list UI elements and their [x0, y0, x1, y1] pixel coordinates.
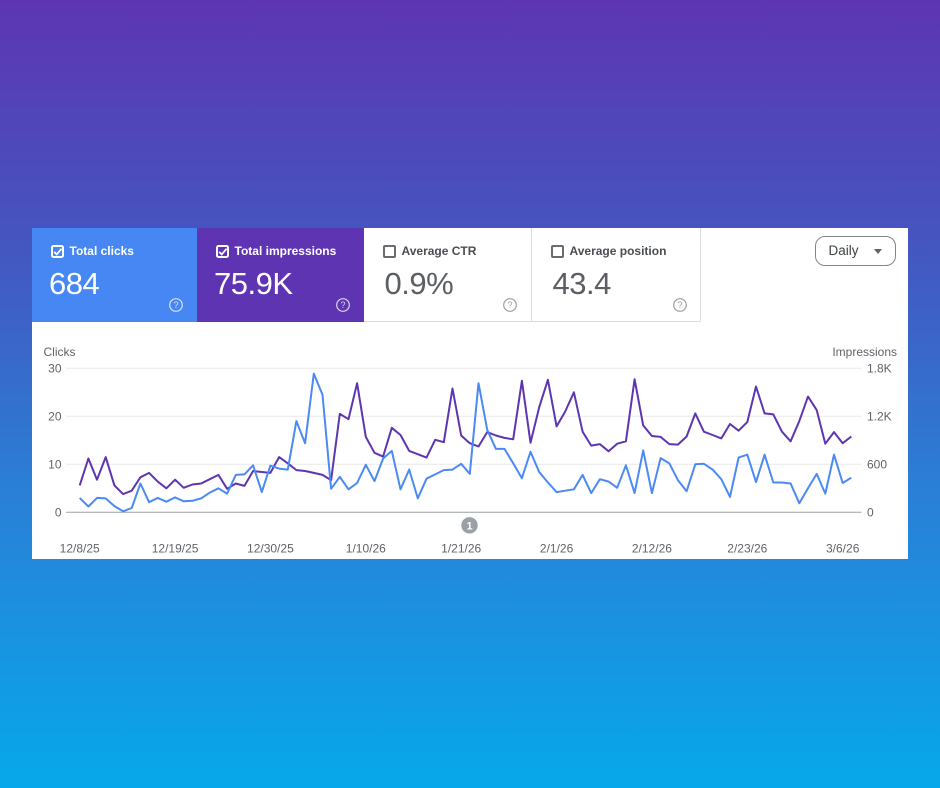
svg-text:12/19/25: 12/19/25 [152, 542, 199, 556]
svg-text:600: 600 [867, 457, 887, 471]
svg-text:30: 30 [48, 361, 62, 375]
svg-text:Impressions: Impressions [832, 345, 897, 359]
svg-text:2/12/26: 2/12/26 [632, 542, 672, 556]
svg-text:1.2K: 1.2K [867, 409, 892, 423]
svg-text:?: ? [507, 300, 512, 310]
svg-text:2/1/26: 2/1/26 [540, 542, 574, 556]
svg-text:Clicks: Clicks [44, 345, 76, 359]
svg-text:1/21/26: 1/21/26 [441, 542, 481, 556]
svg-text:2/23/26: 2/23/26 [727, 542, 767, 556]
svg-text:?: ? [340, 300, 345, 310]
svg-text:1.8K: 1.8K [867, 361, 892, 375]
svg-text:?: ? [677, 300, 682, 310]
svg-text:12/8/25: 12/8/25 [60, 542, 100, 556]
svg-text:3/6/26: 3/6/26 [826, 542, 860, 556]
svg-text:1/10/26: 1/10/26 [346, 542, 386, 556]
svg-text:12/30/25: 12/30/25 [247, 542, 294, 556]
svg-text:10: 10 [48, 457, 62, 471]
svg-text:?: ? [173, 300, 178, 310]
svg-text:1: 1 [466, 521, 472, 533]
svg-text:0: 0 [867, 505, 874, 519]
svg-text:0: 0 [55, 505, 62, 519]
svg-text:20: 20 [48, 409, 62, 423]
